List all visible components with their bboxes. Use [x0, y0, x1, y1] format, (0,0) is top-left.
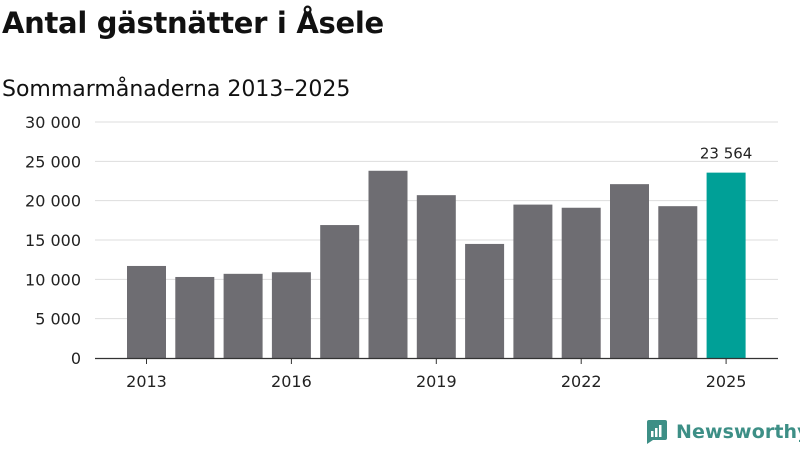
- x-tick-label: 2025: [706, 372, 747, 391]
- y-tick-label: 20 000: [25, 192, 81, 211]
- x-tick-label: 2019: [416, 372, 457, 391]
- y-tick-label: 25 000: [25, 152, 81, 171]
- bar-2023: [610, 184, 649, 358]
- bar-2019: [416, 195, 456, 358]
- y-axis-ticks: 0 5 000 10 000 15 000 20 000 25 000 30 000: [25, 113, 81, 368]
- data-label: 23 564: [700, 145, 753, 163]
- bar-2020: [465, 243, 505, 358]
- brand: Newsworthy: [644, 419, 800, 445]
- bars: [127, 170, 746, 358]
- y-tick-label: 5 000: [35, 310, 81, 329]
- bar-2021: [513, 204, 553, 358]
- y-tick-label: 10 000: [25, 270, 81, 289]
- bar-2014: [175, 276, 215, 358]
- bar-2025: [706, 172, 746, 358]
- bar-2015: [223, 273, 263, 358]
- data-labels: 23 564: [700, 145, 753, 163]
- x-axis: 2013 2016 2019 2022 2025: [95, 357, 778, 391]
- x-tick-label: 2016: [271, 372, 312, 391]
- bar-2018: [368, 170, 408, 358]
- bar-2017: [320, 225, 360, 358]
- y-tick-label: 0: [71, 349, 81, 368]
- y-tick-label: 15 000: [25, 231, 81, 250]
- bar-2022: [561, 207, 601, 358]
- x-tick-label: 2013: [126, 372, 167, 391]
- chart-title: Antal gästnätter i Åsele: [2, 6, 384, 40]
- x-tick-label: 2022: [561, 372, 602, 391]
- bar-2024: [658, 206, 698, 358]
- y-tick-label: 30 000: [25, 113, 81, 132]
- bar-2013: [127, 265, 166, 358]
- chart-subtitle: Sommarmånaderna 2013–2025: [2, 77, 351, 102]
- bar-2016: [271, 272, 311, 358]
- newsworthy-logo-icon: [647, 420, 667, 444]
- brand-name: Newsworthy: [676, 421, 800, 443]
